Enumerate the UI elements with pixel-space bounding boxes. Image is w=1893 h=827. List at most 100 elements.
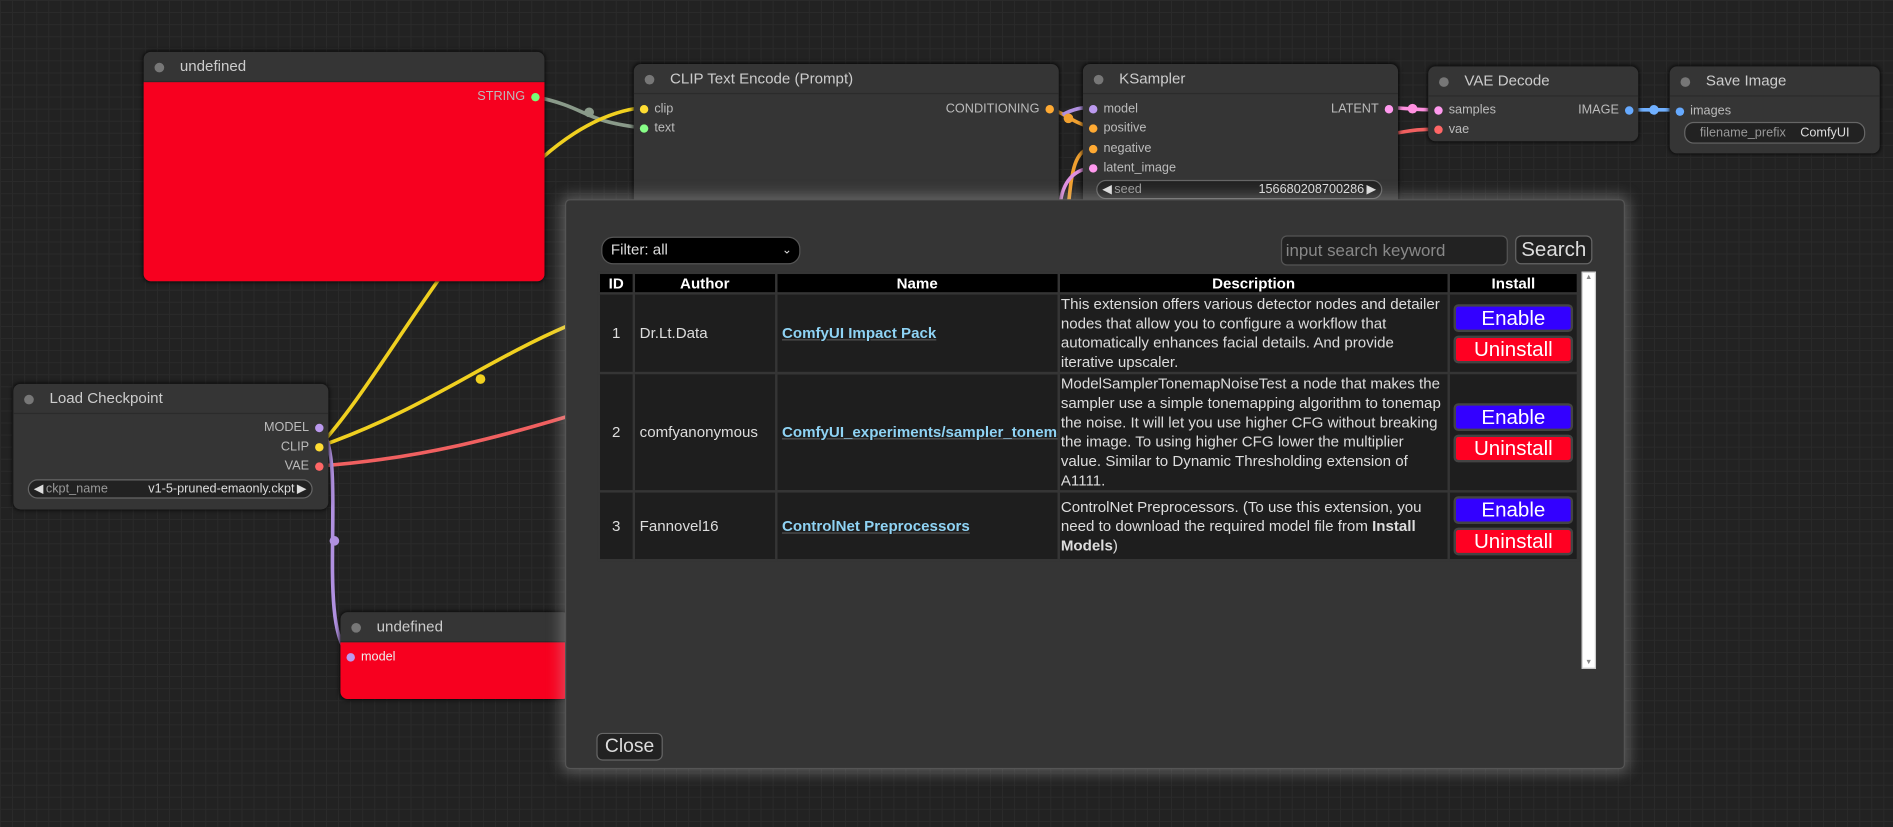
- output-clip[interactable]: CLIP: [281, 439, 324, 454]
- input-negative[interactable]: negative: [1088, 141, 1152, 156]
- slot-dot: [1088, 144, 1098, 153]
- chevron-down-icon: ⌄: [781, 243, 792, 258]
- slot-label: text: [654, 120, 675, 136]
- table-scrollbar[interactable]: ▲ ▼: [1581, 271, 1597, 669]
- input-positive[interactable]: positive: [1088, 121, 1146, 135]
- slot-label: model: [360, 649, 396, 664]
- enable-button[interactable]: Enable: [1453, 402, 1574, 431]
- slot-label: images: [1690, 103, 1732, 119]
- table-header: ID Author Name Description Install: [597, 271, 1580, 295]
- extension-link[interactable]: ComfyUI_experiments/sampler_tonemap: [774, 371, 1060, 493]
- decrement-arrow-icon[interactable]: ◀: [1102, 182, 1112, 197]
- input-vae[interactable]: vae: [1434, 122, 1469, 136]
- custom-nodes-manager-dialog: Filter: all ⌄ input search keyword Search…: [565, 199, 1625, 770]
- slot-label: clip: [654, 101, 674, 116]
- widget-label: seed: [1114, 182, 1142, 197]
- node-vae-decode[interactable]: VAE Decode samples vae IMAGE: [1428, 66, 1639, 142]
- slot-dot: [315, 423, 324, 432]
- scroll-up-icon[interactable]: ▲: [1585, 274, 1593, 282]
- node-undefined-model[interactable]: undefined model: [340, 612, 570, 700]
- node-ksampler[interactable]: KSampler model positive negative latent_…: [1082, 63, 1399, 221]
- input-model[interactable]: model: [1088, 101, 1138, 116]
- slot-dot: [315, 462, 324, 471]
- slot-label: model: [1103, 101, 1138, 116]
- widget-value: 156680208700286: [1258, 182, 1365, 197]
- input-text[interactable]: text: [639, 120, 675, 136]
- output-image[interactable]: IMAGE: [1578, 102, 1634, 118]
- node-title: Save Image: [1669, 66, 1880, 97]
- node-title: KSampler: [1082, 64, 1399, 95]
- node-title: undefined: [340, 612, 570, 643]
- output-latent[interactable]: LATENT: [1331, 101, 1394, 116]
- output-string[interactable]: STRING: [477, 89, 540, 104]
- slot-dot: [1675, 107, 1685, 116]
- input-images[interactable]: images: [1675, 103, 1732, 119]
- slot-label: negative: [1103, 141, 1152, 156]
- input-model[interactable]: model: [346, 649, 396, 664]
- input-samples[interactable]: samples: [1434, 103, 1496, 117]
- slot-dot: [1624, 105, 1634, 115]
- column-name: Name: [774, 271, 1060, 295]
- table-row: 3 Fannovel16 ControlNet Preprocessors Co…: [597, 490, 1580, 562]
- uninstall-button[interactable]: Uninstall: [1453, 335, 1574, 363]
- input-clip[interactable]: clip: [639, 101, 674, 116]
- output-conditioning[interactable]: CONDITIONING: [945, 101, 1054, 116]
- slot-dot: [315, 442, 324, 452]
- increment-arrow-icon[interactable]: ▶: [1366, 182, 1377, 197]
- search-button[interactable]: Search: [1515, 235, 1593, 265]
- widget-value: ComfyUI: [1800, 125, 1850, 141]
- enable-button[interactable]: Enable: [1453, 496, 1574, 524]
- filename-prefix-widget[interactable]: filename_prefix ComfyUI: [1684, 121, 1866, 144]
- slot-dot: [1434, 105, 1443, 115]
- scroll-down-icon[interactable]: ▼: [1585, 659, 1593, 667]
- node-load-checkpoint[interactable]: Load Checkpoint MODEL CLIP VAE ◀ ckpt_nam…: [13, 383, 329, 510]
- slot-label: MODEL: [263, 420, 310, 435]
- seed-widget[interactable]: ◀ seed 156680208700286 ▶: [1096, 179, 1383, 200]
- ckpt-name-widget[interactable]: ◀ ckpt_name v1-5-pruned-emaonly.ckpt ▶: [27, 479, 313, 499]
- description-text: ControlNet Preprocessors. (To use this e…: [1060, 497, 1422, 535]
- link-clip-2: [318, 324, 569, 449]
- description-text: ): [1112, 536, 1118, 554]
- extension-link[interactable]: ComfyUI Impact Pack: [774, 292, 1060, 375]
- node-title: CLIP Text Encode (Prompt): [633, 64, 1059, 95]
- increment-arrow-icon[interactable]: ▶: [296, 481, 307, 497]
- slot-label: VAE: [284, 458, 310, 474]
- slot-dot: [639, 104, 649, 114]
- uninstall-button[interactable]: Uninstall: [1453, 434, 1574, 462]
- input-latent-image[interactable]: latent_image: [1088, 160, 1177, 176]
- search-placeholder: input search keyword: [1285, 240, 1446, 260]
- cell-description: This extension offers various detector n…: [1057, 292, 1451, 375]
- widget-label: filename_prefix: [1699, 125, 1786, 141]
- install-models-text: Install Models: [1060, 517, 1416, 554]
- extensions-table: ID Author Name Description Install 1 Dr.…: [597, 271, 1580, 562]
- search-input[interactable]: input search keyword: [1280, 235, 1508, 266]
- node-clip-text-encode[interactable]: CLIP Text Encode (Prompt) clip text COND…: [633, 63, 1059, 221]
- slot-label: vae: [1448, 121, 1470, 137]
- slot-label: IMAGE: [1578, 102, 1619, 118]
- close-button[interactable]: Close: [596, 732, 663, 761]
- cell-id: 2: [597, 371, 635, 493]
- slot-label: CONDITIONING: [945, 101, 1040, 116]
- uninstall-button[interactable]: Uninstall: [1453, 527, 1574, 556]
- slot-dot: [1045, 104, 1054, 114]
- slot-dot: [346, 652, 355, 662]
- slot-dot: [639, 124, 649, 133]
- slot-label: latent_image: [1103, 160, 1177, 176]
- output-model[interactable]: MODEL: [263, 420, 324, 435]
- node-undefined-string[interactable]: undefined STRING: [143, 51, 545, 282]
- cell-author: comfyanonymous: [632, 371, 778, 493]
- cell-description: ControlNet Preprocessors. (To use this e…: [1057, 490, 1451, 562]
- node-title: Load Checkpoint: [13, 384, 329, 415]
- column-description: Description: [1057, 271, 1451, 295]
- decrement-arrow-icon[interactable]: ◀: [33, 481, 44, 497]
- node-save-image[interactable]: Save Image images filename_prefix ComfyUI: [1669, 66, 1880, 154]
- enable-button[interactable]: Enable: [1453, 303, 1574, 332]
- slot-dot: [1088, 163, 1098, 173]
- output-vae[interactable]: VAE: [285, 459, 324, 473]
- filter-select[interactable]: Filter: all ⌄: [601, 236, 801, 265]
- column-author: Author: [632, 271, 778, 295]
- node-body: [340, 642, 570, 700]
- extension-link[interactable]: ControlNet Preprocessors: [774, 490, 1060, 562]
- slot-dot: [1384, 104, 1394, 114]
